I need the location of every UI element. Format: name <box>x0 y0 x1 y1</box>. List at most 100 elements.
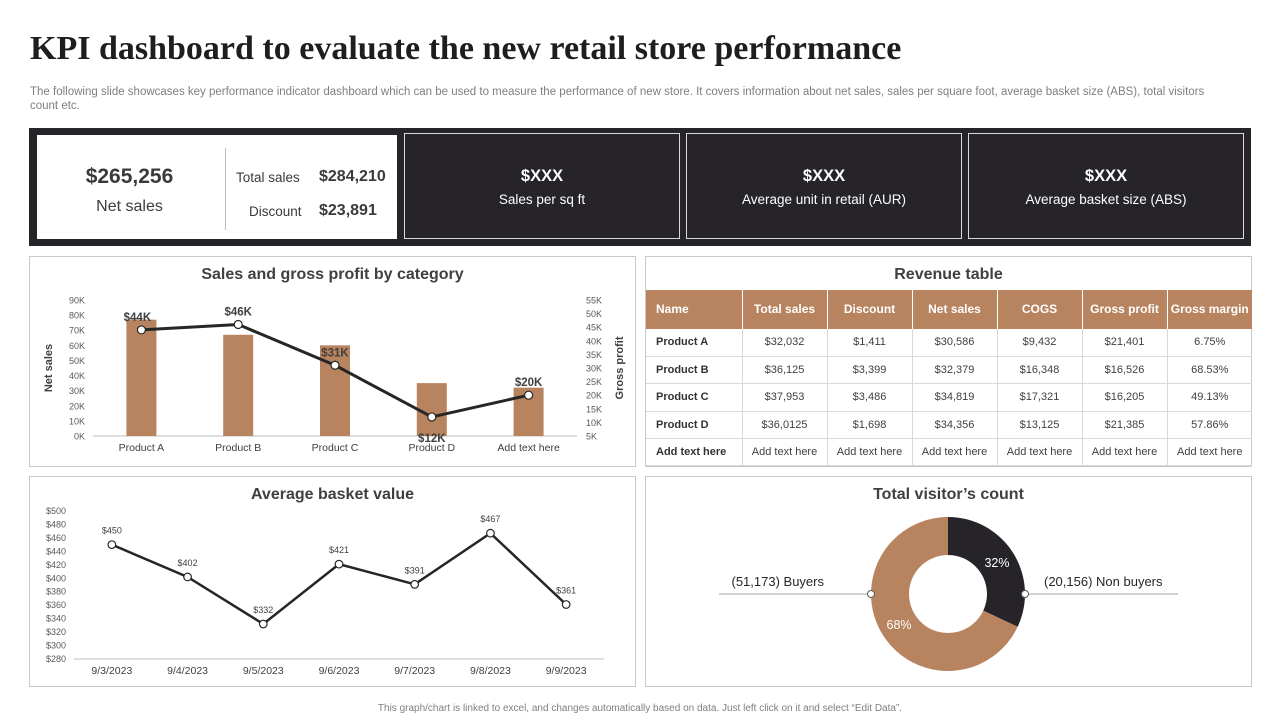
y-tick-label: $420 <box>46 560 66 570</box>
y2-axis-title: Gross profit <box>614 336 626 399</box>
x-tick-label: 9/6/2023 <box>319 665 360 677</box>
bar <box>126 319 157 436</box>
y2-tick-label: 40K <box>586 336 602 346</box>
x-tick-label: Product A <box>119 442 165 454</box>
table-row: Product D $36,0125 $1,698 $34,356 $13,125 $21… <box>646 411 1252 440</box>
net-sales-divider <box>225 148 226 230</box>
visitors-panel: Total visitor’s count 32% 68% (20,156) Non… <box>645 476 1252 687</box>
data-label: $44K <box>124 312 152 324</box>
kpi-bar: $265,256 Net sales Total sales $284,210 … <box>29 128 1251 246</box>
x-tick-label: 9/8/2023 <box>470 665 511 677</box>
y-tick-label: $280 <box>46 654 66 664</box>
x-tick-label: Product D <box>408 442 455 454</box>
line-point <box>183 572 192 582</box>
revenue-table-panel: Revenue table Name Total sales Discount … <box>645 256 1252 467</box>
data-label: $361 <box>556 586 576 596</box>
visitors-title: Total visitor’s count <box>873 486 1024 503</box>
table-cell: $21,401 <box>1082 329 1168 357</box>
row-name-cell: Product C <box>646 383 743 412</box>
y2-tick-label: 15K <box>586 404 602 414</box>
y-tick-label: $480 <box>46 519 66 529</box>
discount-label: Discount <box>249 204 302 219</box>
y2-tick-label: 45K <box>586 323 602 333</box>
y-tick-label: 40K <box>69 371 85 381</box>
column-header: Discount <box>827 290 913 329</box>
x-tick-label: 9/5/2023 <box>243 665 284 677</box>
y-tick-label: 80K <box>69 311 85 321</box>
table-cell: $3,486 <box>827 383 913 412</box>
column-header: Gross margin <box>1167 290 1252 329</box>
column-header: Gross profit <box>1082 290 1168 329</box>
line-point <box>561 600 571 609</box>
abs-card: $XXX Average basket size (ABS) <box>968 133 1244 239</box>
y2-tick-label: 20K <box>586 391 602 401</box>
basket-value-panel: Average basket value $280 $300 $320 $340 $36… <box>29 476 636 687</box>
table-cell: $32,032 <box>742 329 828 357</box>
y2-tick-label: 10K <box>586 418 602 428</box>
y2-tick-label: 30K <box>586 364 602 374</box>
line-point <box>330 360 340 370</box>
table-cell: $37,953 <box>742 383 828 412</box>
sales-profit-chart: 0K 10K 20K 30K 40K 50K 60K 70K 80K 90K 5K 10K 15K 20K… <box>43 296 626 455</box>
line-point <box>258 619 268 629</box>
y2-tick-label: 25K <box>586 377 602 387</box>
basket-value-chart: $280 $300 $320 $340 $360 $380 $400 $420 $440 $460… <box>46 506 604 677</box>
table-cell: $34,819 <box>912 383 998 412</box>
column-header: Name <box>646 290 743 329</box>
data-label: $467 <box>480 514 500 524</box>
x-tick-label: 9/9/2023 <box>546 665 587 677</box>
y-tick-label: 70K <box>69 326 85 336</box>
table-cell: Add text here <box>912 438 998 467</box>
sales-per-sqft-card: $XXX Sales per sq ft <box>404 133 680 239</box>
table-cell: $34,356 <box>912 411 998 440</box>
x-tick-label: 9/7/2023 <box>394 665 435 677</box>
table-cell: $21,385 <box>1082 411 1168 440</box>
total-sales-value: $284,210 <box>319 168 386 185</box>
y-tick-label: $500 <box>46 506 66 516</box>
line-point <box>427 412 437 422</box>
y-tick-label: $300 <box>46 641 66 651</box>
line-point <box>334 559 344 569</box>
y-tick-label: $320 <box>46 627 66 637</box>
y2-tick-label: 55K <box>586 296 602 306</box>
aur-value: $XXX <box>802 167 846 185</box>
page-subtitle: The following slide showcases key perfor… <box>30 86 1205 112</box>
data-label: $12K <box>418 433 446 445</box>
data-label: $31K <box>321 347 349 359</box>
row-name-cell: Product D <box>646 411 743 440</box>
table-cell: $9,432 <box>997 329 1083 357</box>
line-point <box>136 325 147 335</box>
sales-per-sqft-label: Sales per sq ft <box>498 192 586 207</box>
y-tick-label: $380 <box>46 587 66 597</box>
discount-value: $23,891 <box>319 202 377 219</box>
footer-note: This graph/chart is linked to excel, and… <box>377 703 903 714</box>
y-tick-label: 50K <box>69 356 85 366</box>
line-point <box>107 540 117 550</box>
table-cell: Add text here <box>827 438 913 467</box>
table-cell: $32,379 <box>912 356 998 385</box>
table-cell: $13,125 <box>997 411 1083 440</box>
data-label: $402 <box>178 558 198 568</box>
y2-tick-label: 35K <box>586 350 602 360</box>
line-point <box>410 579 420 589</box>
column-header: COGS <box>997 290 1083 329</box>
table-cell: $36,0125 <box>742 411 828 440</box>
table-cell: $17,321 <box>997 383 1083 412</box>
donut-slice <box>871 517 1018 671</box>
data-label: $20K <box>515 377 543 389</box>
column-header: Total sales <box>742 290 828 329</box>
callout-label: (20,156) Non buyers <box>1044 574 1163 589</box>
sales-per-sqft-value: $XXX <box>520 167 564 185</box>
donut-slice <box>948 517 1025 627</box>
table-cell: $36,125 <box>742 356 828 385</box>
total-sales-label: Total sales <box>236 170 300 185</box>
table-cell: $1,411 <box>827 329 913 357</box>
table-cell: $16,526 <box>1082 356 1168 385</box>
y2-tick-label: 50K <box>586 309 602 319</box>
table-cell: 57.86% <box>1167 411 1252 440</box>
callout-point <box>1021 590 1029 598</box>
table-cell: $16,348 <box>997 356 1083 385</box>
table-cell: 49.13% <box>1167 383 1252 412</box>
abs-label: Average basket size (ABS) <box>1025 192 1187 207</box>
y-tick-label: 10K <box>69 416 85 426</box>
